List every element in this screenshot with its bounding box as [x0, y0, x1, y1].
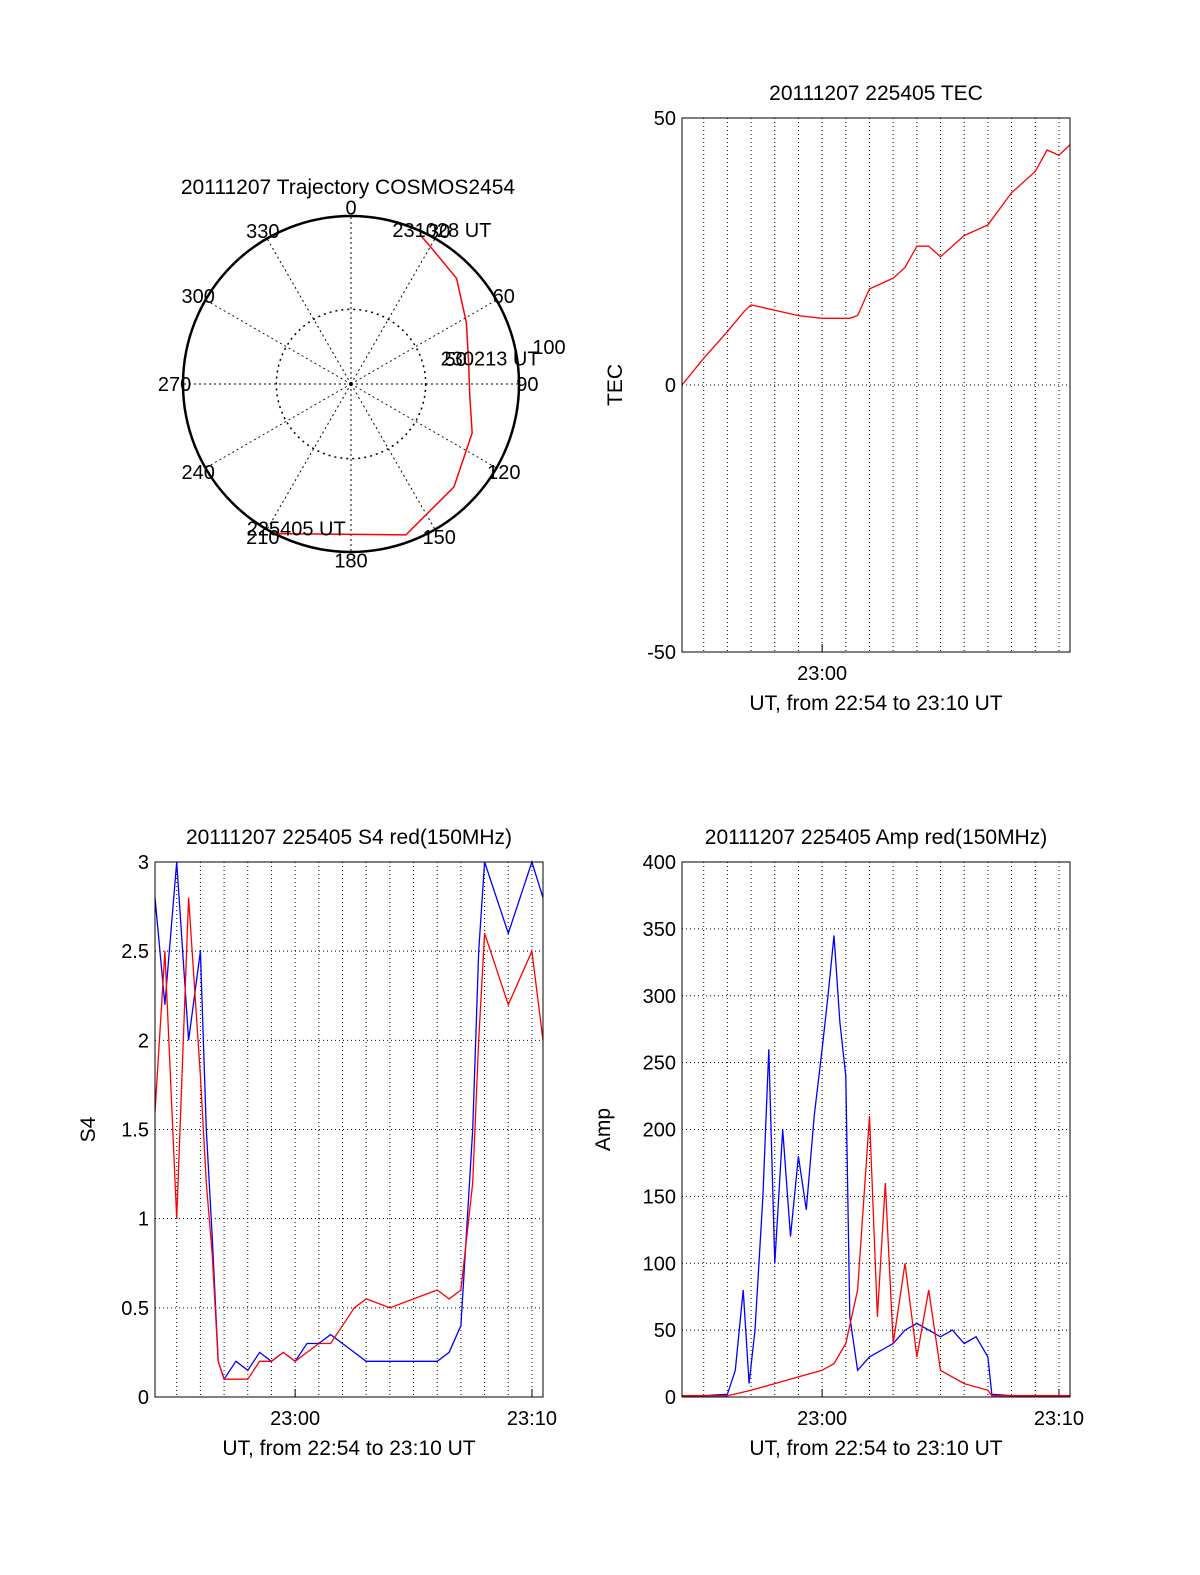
- amp-panel: 20111207 225405 Amp red(150MHz) 0 50 100 150…: [592, 826, 1084, 1460]
- panel-title: 20111207 225405 S4 red(150MHz): [186, 826, 512, 849]
- polar-azimuth-label: 120: [487, 462, 520, 484]
- polar-azimuth-label: 300: [182, 286, 215, 308]
- y-tick-label: 0: [138, 1387, 149, 1409]
- trajectory-annotation: 225405 UT: [247, 519, 346, 541]
- polar-azimuth-label: 180: [334, 550, 367, 572]
- y-tick-label: 0.5: [121, 1298, 149, 1320]
- x-tick-label: 23:00: [797, 1408, 847, 1430]
- polar-azimuth-label: 150: [423, 527, 456, 549]
- y-tick-label: 350: [643, 919, 676, 941]
- polar-spoke: [205, 299, 352, 385]
- y-tick-label: 2.5: [121, 941, 149, 963]
- polar-spoke: [350, 383, 436, 530]
- polar-elevation-label: 100: [532, 337, 565, 359]
- series-line-0: [681, 144, 1071, 386]
- polar-elevation-label: 50: [445, 349, 467, 371]
- trajectory-annotation: 230213 UT: [441, 348, 540, 370]
- polar-azimuth-label: 240: [182, 462, 215, 484]
- y-tick-label: 50: [654, 1320, 676, 1342]
- plot-frame: [681, 861, 1071, 1398]
- tec-panel: 20111207 225405 TEC -50 0 50 23:00 UT, from 2…: [604, 82, 1071, 715]
- y-axis-label: TEC: [604, 364, 627, 406]
- trajectory-line: [274, 234, 473, 536]
- polar-spoke: [350, 238, 436, 385]
- polar-spoke: [350, 299, 497, 385]
- y-tick-label: 2: [138, 1030, 149, 1052]
- polar-spoke: [350, 383, 497, 469]
- y-tick-label: 0: [665, 1387, 676, 1409]
- s4-panel: 20111207 225405 S4 red(150MHz) 0 0.5 1 1.5 2 2…: [77, 826, 557, 1460]
- y-tick-label: 0: [665, 375, 676, 397]
- polar-azimuth-label: 30: [428, 221, 450, 243]
- polar-azimuth-label: 330: [246, 221, 279, 243]
- y-tick-label: 300: [643, 986, 676, 1008]
- x-axis-label: UT, from 22:54 to 23:10 UT: [222, 1437, 475, 1460]
- polar-azimuth-label: 0: [345, 198, 356, 220]
- y-tick-label: 200: [643, 1120, 676, 1142]
- y-tick-label: 1.5: [121, 1120, 149, 1142]
- polar-azimuth-label: 270: [158, 374, 191, 396]
- y-tick-label: 50: [654, 108, 676, 130]
- x-tick-label: 23:10: [507, 1408, 557, 1430]
- y-tick-label: 400: [643, 852, 676, 874]
- y-tick-label: -50: [647, 642, 676, 664]
- y-tick-label: 250: [643, 1053, 676, 1075]
- polar-title: 20111207 Trajectory COSMOS2454: [181, 176, 516, 199]
- polar-spoke: [205, 383, 352, 469]
- y-axis-label: S4: [77, 1116, 100, 1142]
- panel-title: 20111207 225405 TEC: [769, 82, 983, 105]
- series-line-0: [682, 935, 1070, 1397]
- polar-spoke: [266, 238, 352, 385]
- panel-title: 20111207 225405 Amp red(150MHz): [705, 826, 1047, 849]
- x-tick-label: 23:00: [270, 1408, 320, 1430]
- series-line-1: [682, 1116, 1070, 1397]
- x-tick-label: 23:00: [797, 663, 847, 685]
- x-tick-label: 23:10: [1034, 1408, 1084, 1430]
- y-tick-label: 1: [138, 1209, 149, 1231]
- x-axis-label: UT, from 22:54 to 23:10 UT: [749, 692, 1002, 715]
- series-line-0: [154, 859, 544, 1381]
- y-tick-label: 3: [138, 852, 149, 874]
- polar-outer-ring: [181, 214, 521, 554]
- polar-azimuth-label: 210: [246, 527, 279, 549]
- y-tick-label: 100: [643, 1253, 676, 1275]
- polar-azimuth-label: 60: [493, 286, 515, 308]
- plot-frame: [681, 117, 1071, 653]
- series-line-1: [154, 897, 544, 1380]
- polar-ring-50: [275, 308, 427, 460]
- trajectory-annotation: 231028 UT: [392, 220, 491, 242]
- plot-frame: [154, 861, 544, 1398]
- x-axis-label: UT, from 22:54 to 23:10 UT: [749, 1437, 1002, 1460]
- y-axis-label: Amp: [592, 1108, 615, 1151]
- polar-azimuth-label: 90: [516, 374, 538, 396]
- y-tick-label: 150: [643, 1186, 676, 1208]
